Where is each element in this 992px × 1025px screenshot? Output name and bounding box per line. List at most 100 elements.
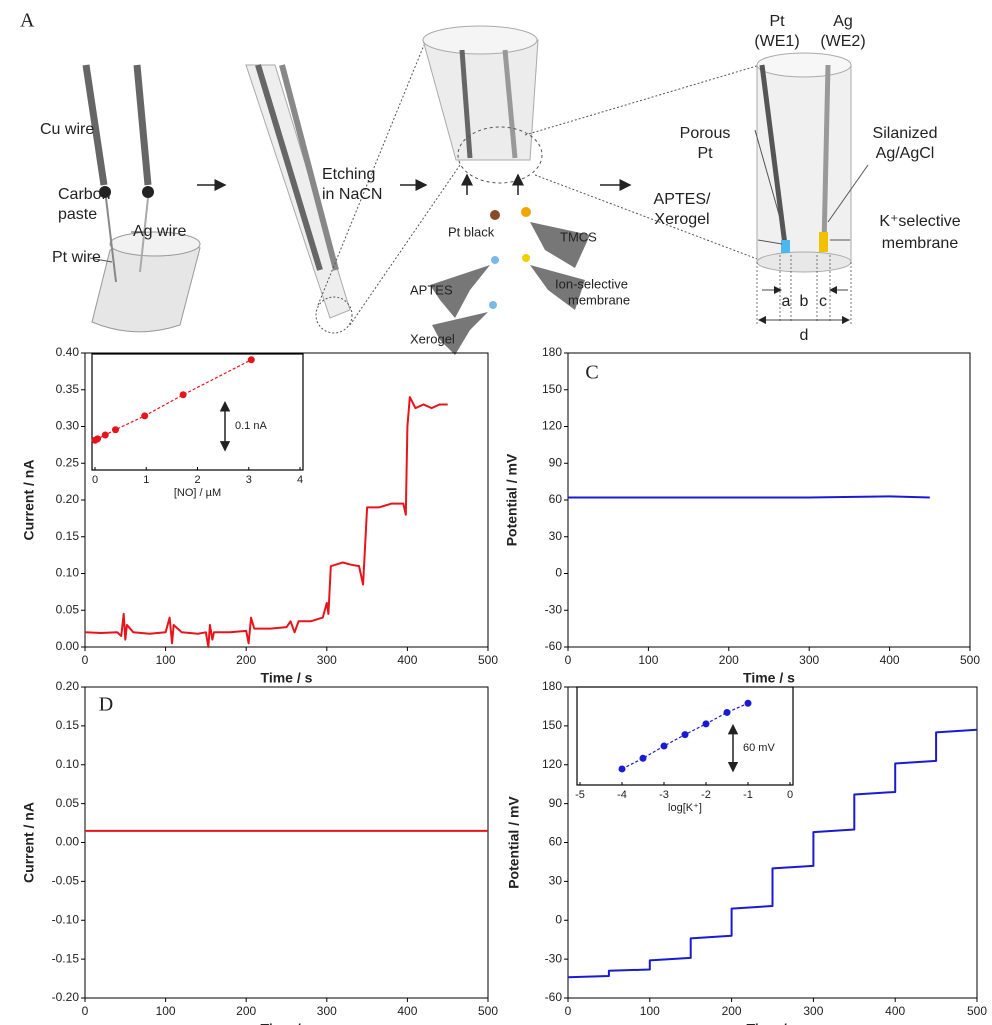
- x-tick-label: 300: [317, 1004, 337, 1018]
- x-tick-label: 3: [246, 474, 252, 486]
- x-tick-label: 0: [82, 653, 89, 667]
- y-tick-label: -0.05: [52, 874, 80, 888]
- wire: [279, 64, 339, 271]
- tmcs-drop: [521, 207, 531, 217]
- cylinder-bottom: [756, 251, 852, 273]
- diagram-label: b: [800, 293, 809, 310]
- aptes-layer: [781, 240, 790, 253]
- data-point: [247, 356, 255, 364]
- x-tick-label: 0: [82, 1004, 89, 1018]
- zoom-line: [349, 164, 461, 326]
- y-tick-label: 90: [549, 796, 563, 810]
- x-axis-label: Time / s: [261, 670, 313, 686]
- diagram-label: Silanized: [873, 125, 938, 142]
- data-point: [101, 431, 109, 439]
- leader: [827, 164, 869, 223]
- diagram-label: membrane: [882, 235, 959, 252]
- plot-frame: [567, 352, 971, 648]
- diagram-label: Ag: [833, 13, 853, 30]
- x-tick-label: -1: [743, 789, 753, 801]
- data-line: [567, 728, 978, 979]
- x-tick-label: 200: [236, 653, 256, 667]
- diagram-label: Xerogel: [410, 331, 455, 346]
- x-tick-label: 400: [885, 1004, 905, 1018]
- x-tick-label: 0: [787, 789, 793, 801]
- x-tick-label: 300: [799, 653, 819, 667]
- pipette: [430, 265, 490, 318]
- zoom-line: [524, 64, 761, 136]
- zoom-circle: [315, 296, 353, 334]
- pipette: [432, 312, 488, 355]
- data-point: [141, 412, 149, 420]
- inset: -5 -4 -3 -2 -1 0 log[K⁺] 60 mV: [575, 686, 794, 814]
- diagram-label: Ion-selective: [555, 276, 628, 291]
- zoom-line: [317, 44, 425, 306]
- x-tick-label: 4: [297, 474, 303, 486]
- x-tick-label: 500: [478, 653, 498, 667]
- diagram-label: Ag/AgCl: [876, 145, 935, 162]
- x-tick-label: 500: [967, 1004, 987, 1018]
- scale-bar-label: 60 mV: [743, 742, 775, 754]
- diagram-label: membrane: [568, 292, 630, 307]
- x-tick-label: 400: [397, 653, 417, 667]
- cone: [422, 39, 539, 161]
- diagram-label: c: [819, 293, 827, 310]
- y-tick-label: 0.00: [56, 835, 80, 849]
- y-axis-label: Potential / mV: [506, 796, 522, 889]
- panel: -60 -30 0 30 60 90 120 150 180 0 100 200 300 400 500 Ti…: [504, 345, 981, 686]
- carbon-paste: [99, 186, 111, 198]
- diagram-label: a: [782, 293, 791, 310]
- wire: [255, 64, 323, 271]
- data-point: [639, 754, 647, 762]
- y-tick-label: 0.00: [56, 639, 80, 653]
- data-line: [84, 396, 448, 648]
- x-axis-label: Time / s: [743, 670, 795, 686]
- panel-label: D: [99, 694, 113, 716]
- x-tick-label: 400: [397, 1004, 417, 1018]
- ism-drop: [522, 254, 530, 262]
- diagram-label: TMCS: [560, 229, 597, 244]
- diagram-label: Etching: [322, 166, 375, 183]
- y-tick-label: -30: [545, 602, 563, 616]
- diagram-label: (WE2): [820, 33, 865, 50]
- diagram-label: APTES/: [654, 191, 711, 208]
- diagram-label: Carbon: [58, 186, 110, 203]
- cylinder-top: [756, 52, 852, 78]
- x-tick-label: 1: [143, 474, 149, 486]
- x-tick-label: 2: [194, 474, 200, 486]
- y-tick-label: 0.05: [56, 796, 80, 810]
- panel-label: C: [585, 362, 598, 384]
- aptes-drop: [491, 256, 499, 264]
- data-point: [179, 391, 187, 399]
- diagram-label: APTES: [410, 282, 453, 297]
- diagram-label: Pt: [769, 13, 785, 30]
- schematic-labels: A Cu wire Carbon paste Pt wire Ag wire Etching…: [20, 10, 961, 347]
- xerogel-drop: [489, 301, 497, 309]
- x-tick-label: 300: [317, 653, 337, 667]
- y-tick-label: 60: [549, 492, 563, 506]
- pt-wire: [759, 64, 788, 246]
- cu-wire: [133, 64, 152, 186]
- y-tick-label: 60: [549, 835, 563, 849]
- y-tick-label: 0.15: [56, 718, 80, 732]
- x-axis-label: log[K⁺]: [668, 802, 702, 814]
- y-axis-label: Potential / mV: [504, 453, 520, 546]
- cu-wire: [82, 64, 108, 186]
- inset-frame: [91, 353, 304, 471]
- y-tick-label: 150: [542, 382, 562, 396]
- scale-bar-label: 0.1 nA: [235, 420, 267, 432]
- y-tick-label: 0.25: [56, 455, 80, 469]
- x-tick-label: 400: [880, 653, 900, 667]
- wire: [502, 49, 518, 159]
- y-tick-label: 0.10: [56, 757, 80, 771]
- y-tick-label: 30: [549, 874, 563, 888]
- x-tick-label: 300: [803, 1004, 823, 1018]
- x-tick-label: 200: [236, 1004, 256, 1018]
- y-tick-label: -0.10: [52, 912, 80, 926]
- x-axis-label: [NO] / µM: [174, 487, 221, 499]
- diagram-label: Pt: [697, 145, 713, 162]
- x-tick-label: -5: [575, 789, 585, 801]
- x-tick-label: -4: [617, 789, 627, 801]
- x-tick-label: 100: [638, 653, 658, 667]
